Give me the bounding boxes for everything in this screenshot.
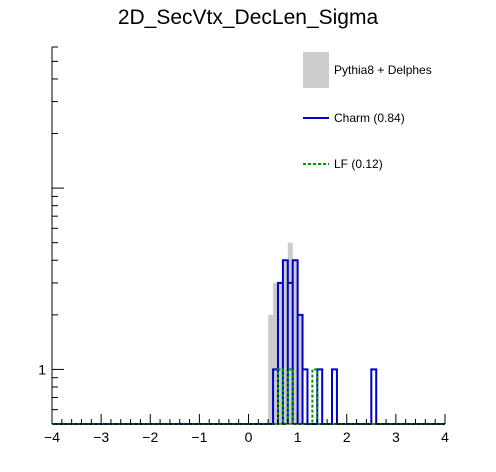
x-tick-label-4: 0 — [245, 429, 253, 445]
y-axis-ticks: 1 — [38, 46, 64, 425]
histogram-bar-0-5 — [292, 260, 298, 424]
legend-label-0: Pythia8 + Delphes — [334, 63, 432, 77]
histogram-bar-0-4 — [287, 242, 293, 424]
legend-label-1: Charm (0.84) — [334, 111, 405, 125]
plot-frame — [51, 47, 445, 425]
x-tick-label-5: 1 — [294, 429, 302, 445]
line-histogram-layer — [52, 259, 445, 425]
x-tick-label-8: 4 — [441, 429, 449, 445]
chart-title: 2D_SecVtx_DecLen_Sigma — [117, 6, 379, 29]
legend-swatch-0 — [303, 52, 329, 88]
x-tick-label-3: −1 — [191, 429, 207, 445]
histogram-bar-0-6 — [297, 314, 303, 424]
histogram-bar-0-3 — [282, 260, 288, 424]
legend: Pythia8 + Delphes Charm (0.84) LF (0.12) — [303, 52, 432, 171]
filled-histogram-layer — [268, 242, 303, 424]
x-axis-ticks: −4 −3 −2 −1 0 1 2 3 4 — [44, 414, 449, 445]
y-tick-label-0: 1 — [38, 361, 46, 377]
x-tick-label-0: −4 — [44, 429, 60, 445]
x-tick-label-7: 3 — [392, 429, 400, 445]
histogram-bar-0-0 — [268, 314, 274, 424]
series-line-2 — [52, 368, 445, 425]
histogram-bar-0-1 — [273, 282, 278, 424]
legend-label-2: LF (0.12) — [334, 157, 383, 171]
histogram-bar-0-2 — [277, 282, 283, 424]
series-line-1 — [52, 259, 445, 425]
x-tick-label-1: −3 — [93, 429, 109, 445]
x-tick-label-2: −2 — [142, 429, 158, 445]
x-tick-label-6: 2 — [343, 429, 351, 445]
